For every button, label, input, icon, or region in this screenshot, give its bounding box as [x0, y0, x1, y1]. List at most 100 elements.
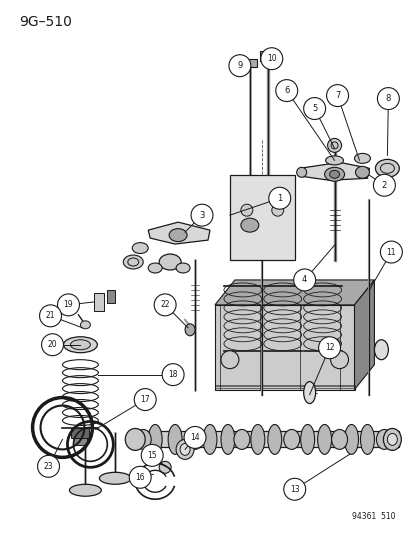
Circle shape	[283, 478, 305, 500]
Ellipse shape	[185, 324, 195, 336]
Polygon shape	[299, 163, 368, 180]
Polygon shape	[148, 222, 209, 244]
Circle shape	[318, 337, 340, 359]
Ellipse shape	[148, 263, 162, 273]
Text: 18: 18	[168, 370, 178, 379]
Ellipse shape	[375, 159, 399, 177]
Text: 6: 6	[283, 86, 289, 95]
Circle shape	[41, 334, 63, 356]
Circle shape	[380, 241, 401, 263]
Ellipse shape	[330, 351, 348, 369]
Ellipse shape	[135, 430, 151, 449]
Ellipse shape	[387, 433, 396, 446]
Text: 11: 11	[386, 247, 395, 256]
Ellipse shape	[240, 218, 258, 232]
Ellipse shape	[169, 229, 187, 241]
Ellipse shape	[382, 429, 400, 450]
Text: 4: 4	[301, 276, 306, 285]
Polygon shape	[354, 280, 373, 390]
Ellipse shape	[303, 382, 315, 403]
Circle shape	[275, 79, 297, 102]
Ellipse shape	[148, 424, 162, 454]
Circle shape	[268, 187, 290, 209]
Text: 19: 19	[64, 301, 73, 309]
Circle shape	[134, 389, 156, 410]
Ellipse shape	[360, 424, 373, 454]
Ellipse shape	[267, 424, 281, 454]
Ellipse shape	[180, 443, 190, 455]
Text: 21: 21	[46, 311, 55, 320]
Text: 22: 22	[160, 301, 169, 309]
Ellipse shape	[176, 439, 194, 459]
Ellipse shape	[70, 340, 90, 350]
Bar	[259, 51, 275, 61]
Ellipse shape	[325, 156, 343, 165]
Bar	[107, 290, 115, 303]
Ellipse shape	[240, 204, 252, 216]
Ellipse shape	[355, 166, 368, 179]
Ellipse shape	[271, 204, 283, 216]
Ellipse shape	[159, 462, 171, 473]
Circle shape	[303, 98, 325, 119]
Text: 5: 5	[311, 104, 316, 113]
Ellipse shape	[300, 424, 314, 454]
Circle shape	[57, 294, 79, 316]
Ellipse shape	[375, 430, 392, 449]
Text: 8: 8	[385, 94, 390, 103]
Ellipse shape	[69, 484, 101, 496]
Text: 3: 3	[199, 211, 204, 220]
Text: 1: 1	[276, 193, 282, 203]
Ellipse shape	[176, 263, 190, 273]
Text: 20: 20	[47, 340, 57, 349]
Circle shape	[141, 445, 163, 466]
Circle shape	[154, 294, 176, 316]
Circle shape	[260, 48, 282, 70]
Ellipse shape	[327, 139, 341, 152]
Text: 94361  510: 94361 510	[351, 512, 394, 521]
Ellipse shape	[99, 472, 131, 484]
Bar	[229, 175, 294, 260]
Text: 15: 15	[147, 451, 157, 460]
Ellipse shape	[373, 340, 387, 360]
Ellipse shape	[63, 337, 97, 353]
Ellipse shape	[344, 424, 358, 454]
Bar	[242, 59, 256, 67]
Ellipse shape	[168, 424, 182, 454]
Ellipse shape	[296, 167, 306, 177]
Text: 2: 2	[381, 181, 386, 190]
Ellipse shape	[354, 154, 370, 163]
Ellipse shape	[132, 243, 148, 254]
Ellipse shape	[125, 429, 145, 450]
Ellipse shape	[331, 430, 347, 449]
Ellipse shape	[202, 424, 216, 454]
Ellipse shape	[221, 351, 238, 369]
Circle shape	[190, 204, 212, 226]
Text: 13: 13	[289, 484, 299, 494]
Ellipse shape	[159, 254, 180, 270]
Polygon shape	[214, 305, 354, 390]
Text: 23: 23	[44, 462, 53, 471]
Circle shape	[373, 174, 394, 196]
Circle shape	[377, 87, 399, 109]
Text: 16: 16	[135, 473, 145, 482]
Ellipse shape	[221, 424, 234, 454]
Ellipse shape	[233, 430, 249, 449]
Ellipse shape	[317, 424, 331, 454]
Circle shape	[228, 55, 250, 77]
Ellipse shape	[329, 171, 339, 179]
Ellipse shape	[80, 321, 90, 329]
Ellipse shape	[250, 424, 264, 454]
Text: 14: 14	[190, 433, 199, 442]
Bar	[130, 431, 399, 447]
Circle shape	[162, 364, 184, 385]
Ellipse shape	[324, 167, 344, 181]
Bar	[94, 293, 104, 311]
Text: 17: 17	[140, 395, 150, 404]
Bar	[71, 429, 89, 439]
Ellipse shape	[283, 430, 299, 449]
Text: 9: 9	[237, 61, 242, 70]
Circle shape	[38, 455, 59, 477]
Circle shape	[326, 85, 348, 107]
Circle shape	[293, 269, 315, 291]
Circle shape	[129, 466, 151, 488]
